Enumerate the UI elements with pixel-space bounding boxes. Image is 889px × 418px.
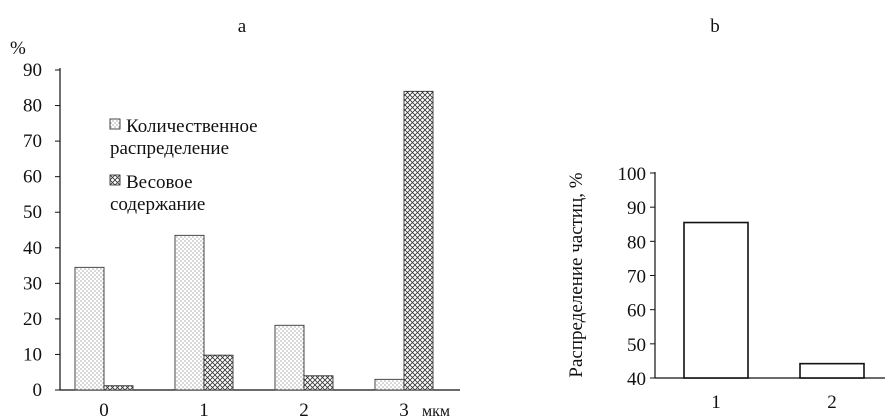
legend-label: содержание [110,194,205,215]
panel-a-y-tick-label: 40 [23,238,42,259]
panel-a-label: a [238,16,247,37]
chart-panel-a: a % 0 10 20 30 40 50 60 70 80 90 0 1 2 3 мкм Количест… [10,16,460,418]
panel-a-bar [374,378,405,391]
legend-label: Количественное [126,116,258,137]
panel-a-y-tick-label: 70 [23,131,42,152]
panel-b-y-tick-label: 100 [618,164,647,185]
panel-a-y-tick-label: 50 [23,202,42,223]
panel-b-y-tick-label: 70 [627,267,646,288]
panel-a-x-tick-label: 1 [199,400,209,418]
panel-a-bar [103,385,134,391]
panel-a-x-tick-label: 0 [99,400,109,418]
chart-panel-b: b Распределение частиц, % 40 50 60 70 80 90 10… [566,16,885,413]
panel-a-x-unit: мкм [422,403,450,418]
panel-a-y-tick-label: 60 [23,167,42,188]
panel-a-y-tick-label: 0 [33,380,43,401]
panel-a-bar [303,375,334,391]
panel-a-bar [174,234,205,391]
legend-label: распределение [110,138,229,159]
panel-a-x-tick-label: 2 [299,400,309,418]
panel-b-bar [799,362,865,379]
panel-b-y-axis-title: Распределение частиц, % [566,172,587,377]
panel-b-y-tick-label: 50 [627,335,646,356]
panel-a-y-tick-label: 30 [23,273,42,294]
panel-a-y-axis-title: % [10,38,26,59]
panel-b-x-tick-label: 2 [827,392,837,413]
panel-b-y-tick-label: 90 [627,198,646,219]
panel-a-y-tick-label: 20 [23,309,42,330]
panel-b-y-tick-label: 60 [627,301,646,322]
panel-a-y-tick-label: 10 [23,344,42,365]
legend-swatch [109,174,121,186]
panel-a-x-tick-label: 3 [399,400,409,418]
panel-a-y-tick-label: 90 [23,60,42,81]
panel-b-x-tick-label: 1 [711,392,721,413]
panel-b-y-tick-label: 80 [627,232,646,253]
panel-a-bar [203,354,234,391]
panel-a-bar [74,266,105,391]
panel-a-bar [274,324,305,391]
legend-swatch [109,118,121,130]
panel-b-y-tick-label: 40 [627,369,646,390]
panel-b-bar [683,221,749,379]
panel-a-y-tick-label: 80 [23,96,42,117]
legend-label: Весовое [126,172,193,193]
panel-b-label: b [710,16,720,37]
panel-a-bar [403,90,434,391]
